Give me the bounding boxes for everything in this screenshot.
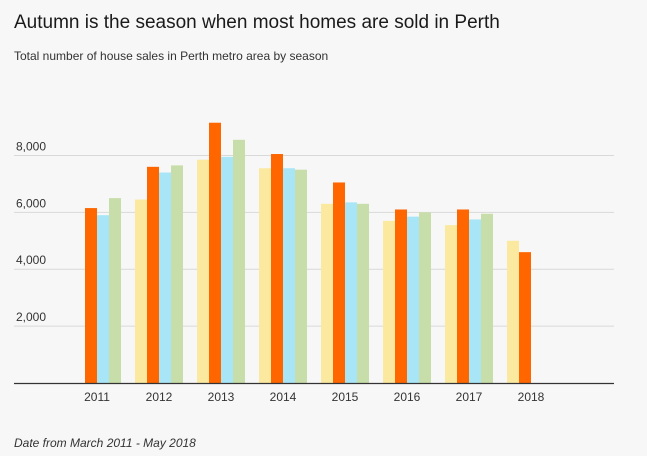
x-tick-label: 2017 xyxy=(456,390,483,404)
bar xyxy=(383,220,395,383)
bar xyxy=(333,182,345,383)
y-tick-label: 8,000 xyxy=(16,139,46,153)
bar xyxy=(159,172,171,383)
bar xyxy=(109,198,121,383)
bar xyxy=(97,215,109,383)
bar xyxy=(147,166,159,383)
bar xyxy=(197,159,209,383)
bar xyxy=(507,240,519,383)
chart-title: Autumn is the season when most homes are… xyxy=(14,12,500,33)
bar xyxy=(345,202,357,383)
x-tick-label: 2012 xyxy=(146,390,173,404)
bar xyxy=(295,169,307,383)
chart: 2,000 4,000 6,000 8,000 2011 2012 2013 2014 2015… xyxy=(14,122,614,404)
bar xyxy=(85,208,97,383)
x-tick-label: 2011 xyxy=(84,390,110,404)
x-tick-label: 2018 xyxy=(518,390,545,404)
x-tick-label: 2015 xyxy=(332,390,359,404)
x-tick-label: 2013 xyxy=(208,390,235,404)
bar-chart-svg: 2,000 4,000 6,000 8,000 2011 2012 2013 2014 2015… xyxy=(14,122,614,404)
bar xyxy=(321,203,333,383)
bar xyxy=(445,225,457,383)
bar xyxy=(407,216,419,383)
bar xyxy=(457,209,469,383)
chart-subtitle: Total number of house sales in Perth met… xyxy=(14,49,329,63)
bar xyxy=(233,139,245,383)
bar xyxy=(481,213,493,383)
y-tick-label: 2,000 xyxy=(16,310,46,324)
y-tick-label: 4,000 xyxy=(16,253,46,267)
bar xyxy=(395,209,407,383)
bar xyxy=(135,199,147,383)
bar xyxy=(221,156,233,383)
bar xyxy=(469,219,481,383)
data-range-note: Date from March 2011 - May 2018 xyxy=(14,436,196,450)
bar xyxy=(357,203,369,383)
x-tick-label: 2014 xyxy=(270,390,297,404)
bar xyxy=(419,212,431,383)
bar xyxy=(171,165,183,383)
y-tick-label: 6,000 xyxy=(16,196,46,210)
x-tick-label: 2016 xyxy=(394,390,421,404)
bar xyxy=(271,154,283,383)
bar xyxy=(283,168,295,383)
bar xyxy=(519,252,531,383)
bar xyxy=(259,168,271,383)
bar xyxy=(209,122,221,383)
